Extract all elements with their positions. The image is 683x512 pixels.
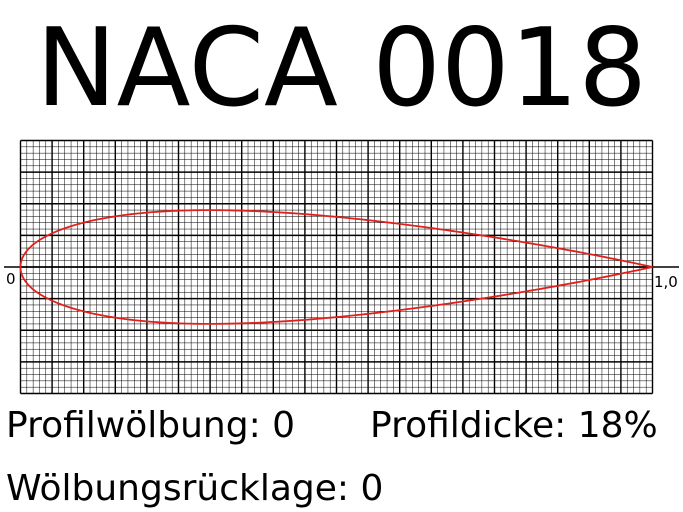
chord-end-label: 1,0 — [654, 273, 678, 291]
chord-start-label: 0 — [6, 270, 16, 288]
airfoil-profile — [19, 209, 653, 325]
grid-paper — [19, 139, 654, 395]
page-title: NACA 0018 — [35, 6, 648, 131]
thickness-label: Profildicke: 18% — [370, 405, 658, 446]
camber-position-label: Wölbungsrücklage: 0 — [6, 468, 384, 509]
camber-label: Profilwölbung: 0 — [6, 405, 296, 446]
